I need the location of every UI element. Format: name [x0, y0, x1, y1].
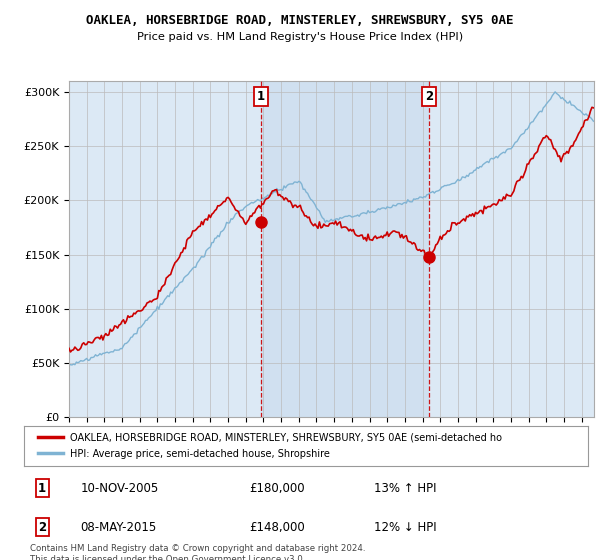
Text: 1: 1	[257, 90, 265, 103]
Text: 10-NOV-2005: 10-NOV-2005	[80, 482, 158, 494]
Text: Contains HM Land Registry data © Crown copyright and database right 2024.
This d: Contains HM Land Registry data © Crown c…	[30, 544, 365, 560]
Text: £148,000: £148,000	[250, 521, 305, 534]
Text: 2: 2	[38, 521, 46, 534]
Text: 13% ↑ HPI: 13% ↑ HPI	[374, 482, 436, 494]
Text: £180,000: £180,000	[250, 482, 305, 494]
Text: 12% ↓ HPI: 12% ↓ HPI	[374, 521, 436, 534]
Text: 2: 2	[425, 90, 433, 103]
Text: 1: 1	[38, 482, 46, 494]
Text: OAKLEA, HORSEBRIDGE ROAD, MINSTERLEY, SHREWSBURY, SY5 0AE: OAKLEA, HORSEBRIDGE ROAD, MINSTERLEY, SH…	[86, 14, 514, 27]
Bar	[261, 81, 429, 417]
Legend: OAKLEA, HORSEBRIDGE ROAD, MINSTERLEY, SHREWSBURY, SY5 0AE (semi-detached ho, HPI: OAKLEA, HORSEBRIDGE ROAD, MINSTERLEY, SH…	[35, 429, 506, 463]
Text: Price paid vs. HM Land Registry's House Price Index (HPI): Price paid vs. HM Land Registry's House …	[137, 32, 463, 42]
Text: 08-MAY-2015: 08-MAY-2015	[80, 521, 157, 534]
